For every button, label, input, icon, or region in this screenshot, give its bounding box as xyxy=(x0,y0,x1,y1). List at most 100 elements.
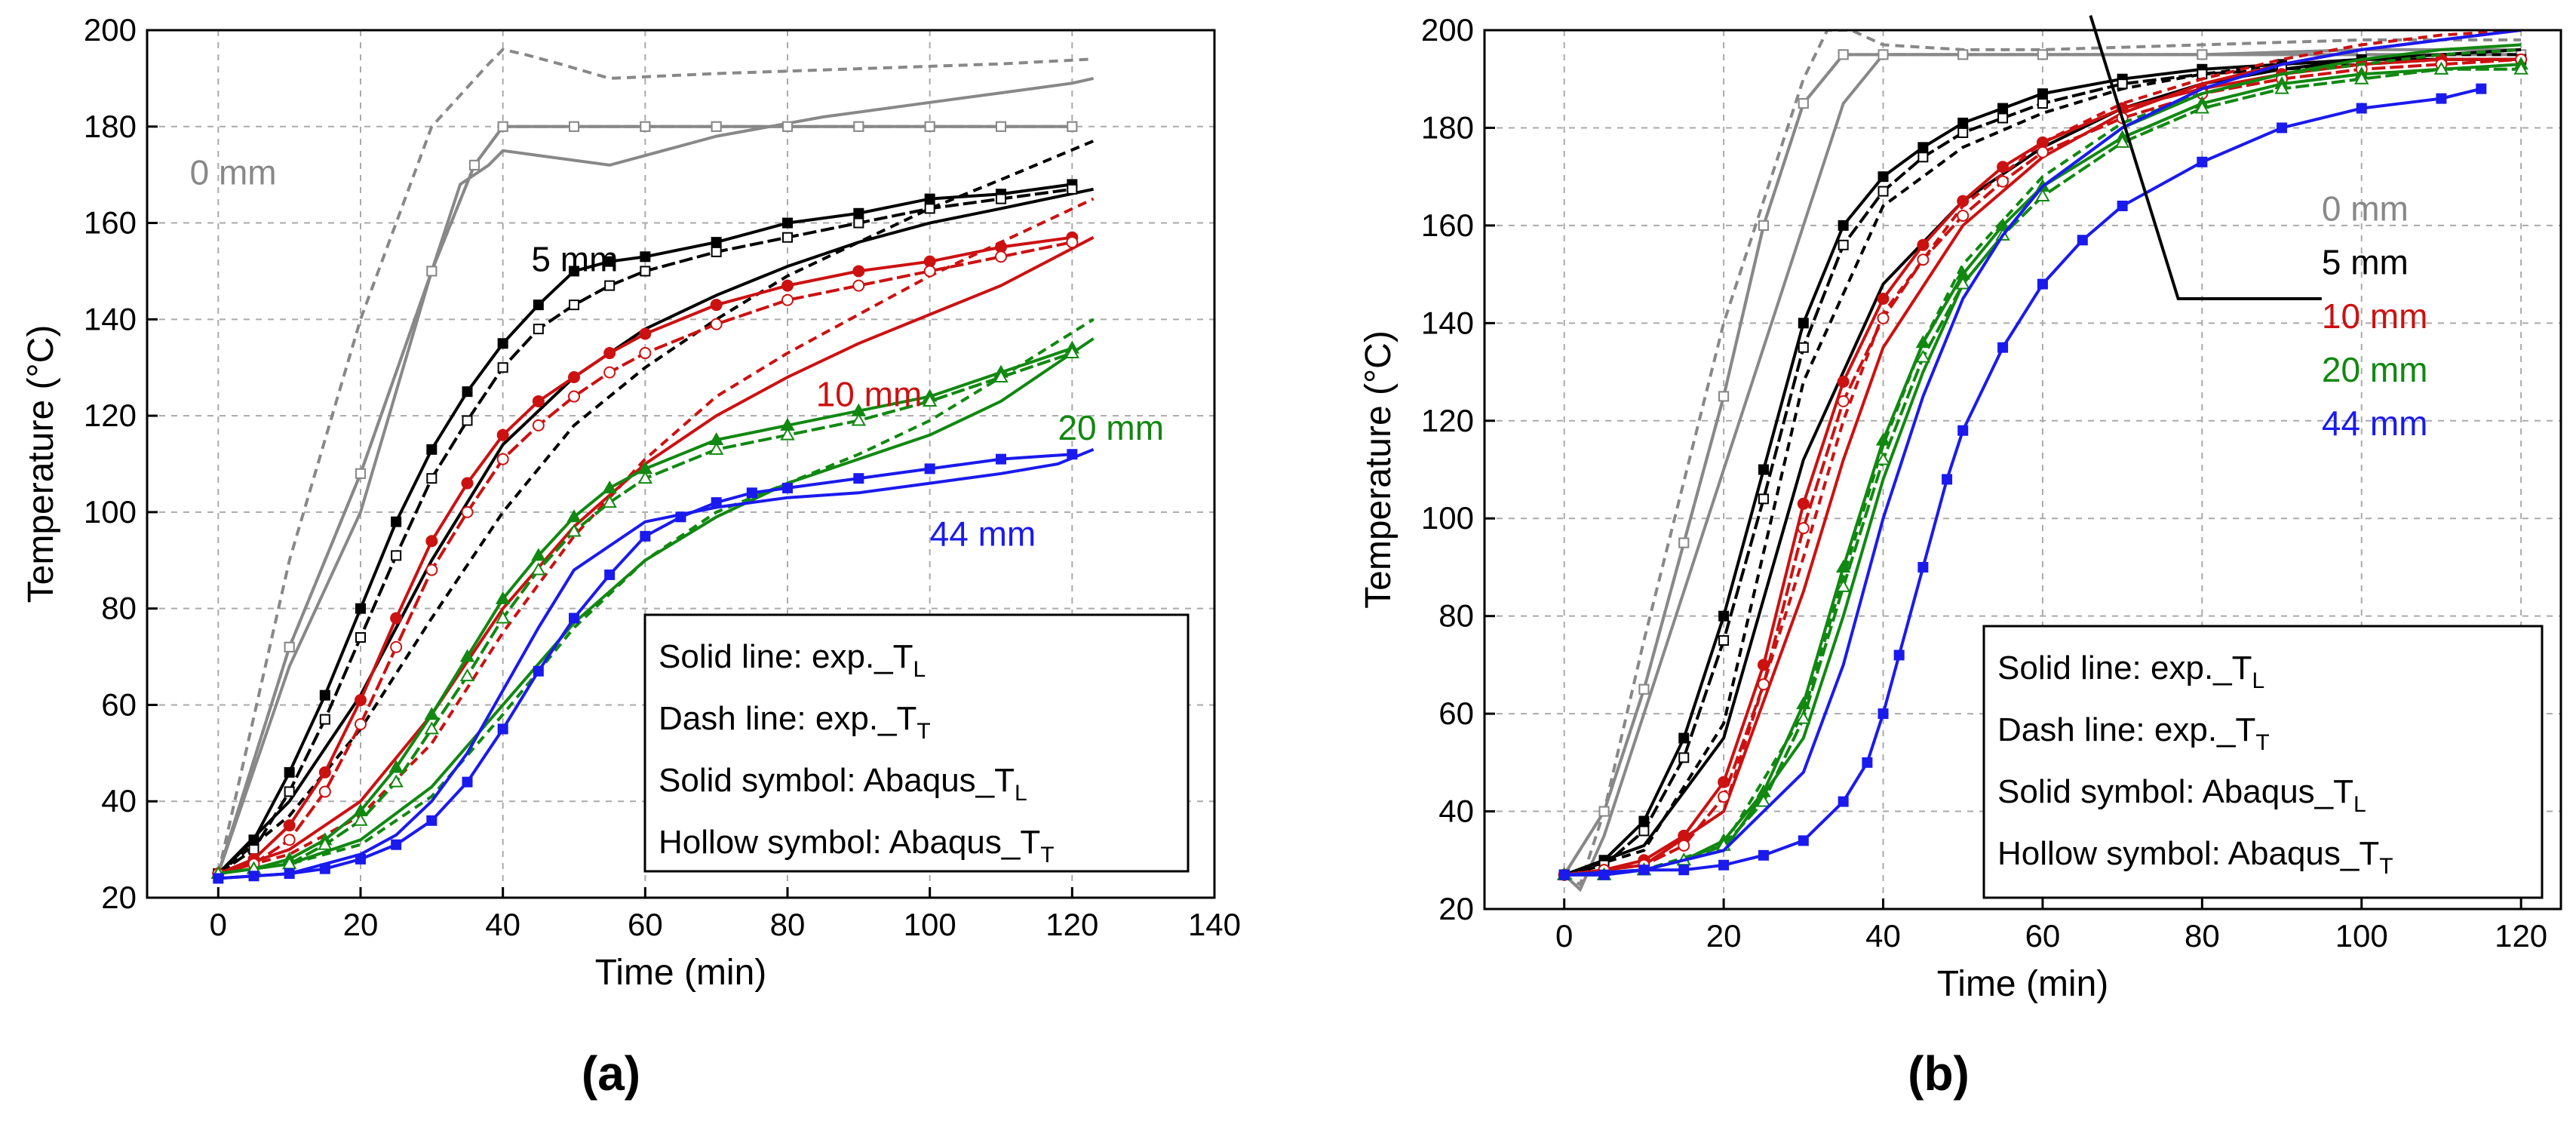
data-point xyxy=(1678,839,1690,852)
data-point xyxy=(426,815,438,826)
data-point xyxy=(996,193,1006,204)
legend-entry-subscript: L xyxy=(913,657,926,682)
data-point xyxy=(1838,239,1849,250)
data-point xyxy=(2036,146,2049,158)
data-point xyxy=(1877,312,1890,324)
data-point xyxy=(1893,650,1905,661)
legend-entry: Solid line: exp._TL xyxy=(1997,650,2264,693)
legend-entry-text: Solid line: exp._T xyxy=(1997,650,2252,686)
data-point xyxy=(1917,152,1929,163)
data-point xyxy=(388,760,404,773)
data-point xyxy=(1067,449,1078,460)
legend-entry-text: Hollow symbol: Abaqus_T xyxy=(1997,835,2379,872)
data-point xyxy=(924,203,935,214)
y-tick-label: 20 xyxy=(1438,891,1474,926)
data-point xyxy=(569,613,579,624)
data-point xyxy=(1915,335,1931,349)
data-point xyxy=(1678,732,1690,744)
y-tick-label: 60 xyxy=(1438,696,1474,731)
data-point xyxy=(2114,134,2130,148)
data-point xyxy=(1957,49,1969,60)
data-point xyxy=(2194,100,2210,114)
data-point xyxy=(2077,235,2088,246)
data-point xyxy=(2197,156,2208,167)
y-tick-label: 160 xyxy=(1421,207,1474,243)
data-point xyxy=(2036,136,2049,149)
data-point xyxy=(853,217,864,229)
data-point xyxy=(782,217,793,229)
y-tick-label: 180 xyxy=(84,109,137,144)
data-point xyxy=(603,347,616,360)
data-point xyxy=(495,610,511,624)
data-point xyxy=(1064,345,1080,359)
data-point xyxy=(248,871,259,882)
y-tick-label: 140 xyxy=(84,301,137,336)
data-point xyxy=(781,279,794,292)
plot-frame xyxy=(1483,29,2562,911)
data-point xyxy=(532,395,545,407)
data-point xyxy=(319,863,330,874)
data-point xyxy=(2436,93,2447,104)
data-point xyxy=(853,121,864,132)
x-tick-label: 20 xyxy=(1706,918,1742,954)
legend-entry: Solid line: exp._TL xyxy=(659,638,926,682)
data-point xyxy=(1878,186,1889,197)
data-point xyxy=(424,707,440,720)
data-point xyxy=(1957,209,1970,222)
series-label: 44 mm xyxy=(930,514,1036,554)
data-point xyxy=(468,159,480,170)
data-point xyxy=(1997,112,2009,124)
data-point xyxy=(355,632,366,643)
data-point xyxy=(711,497,722,508)
data-point xyxy=(533,665,544,677)
data-point xyxy=(640,266,651,277)
data-point xyxy=(922,393,938,407)
data-point xyxy=(461,477,474,490)
data-point xyxy=(2037,98,2048,109)
data-point xyxy=(1066,236,1079,249)
x-tick-label: 40 xyxy=(485,907,520,942)
data-point xyxy=(708,441,724,455)
data-point xyxy=(1758,849,1769,861)
data-point xyxy=(566,509,582,523)
data-point xyxy=(2197,69,2208,80)
data-point xyxy=(1997,161,2010,174)
data-point xyxy=(1678,864,1690,876)
data-point xyxy=(533,324,544,335)
data-point xyxy=(710,299,723,312)
y-tick-label: 60 xyxy=(101,686,137,722)
data-point xyxy=(284,786,295,797)
data-point xyxy=(1718,791,1730,803)
x-tick-label: 60 xyxy=(628,907,663,942)
data-point xyxy=(459,668,475,682)
data-point xyxy=(425,564,438,576)
legend-entry-subscript: T xyxy=(2379,854,2393,879)
series-line-0mm-dashed xyxy=(216,48,1094,874)
data-point xyxy=(2277,122,2288,134)
panel-caption: (a) xyxy=(582,1046,640,1101)
data-point xyxy=(711,237,722,248)
data-point xyxy=(1598,869,1610,880)
data-point xyxy=(2274,81,2289,94)
data-point xyxy=(1877,292,1890,305)
series-line-0mm-hollow-symbol xyxy=(216,124,1073,874)
data-point xyxy=(1997,342,2009,353)
data-point xyxy=(1797,497,1810,510)
series-label: 44 mm xyxy=(2322,404,2428,443)
legend-entry: Solid symbol: Abaqus_TL xyxy=(659,762,1027,806)
data-point xyxy=(1837,395,1850,407)
data-point xyxy=(1678,537,1690,548)
legend-entry-text: Hollow symbol: Abaqus_T xyxy=(659,824,1040,861)
data-point xyxy=(1598,806,1610,817)
data-point xyxy=(2513,61,2528,75)
data-point xyxy=(426,473,438,484)
data-point xyxy=(462,415,473,426)
data-point xyxy=(1942,474,1953,485)
y-axis-label: Temperature (°C) xyxy=(1359,330,1399,609)
data-point xyxy=(1798,835,1809,846)
data-point xyxy=(213,873,224,884)
data-point xyxy=(924,121,935,132)
y-tick-label: 80 xyxy=(101,591,137,626)
data-point xyxy=(284,641,295,653)
data-point xyxy=(1838,796,1849,807)
